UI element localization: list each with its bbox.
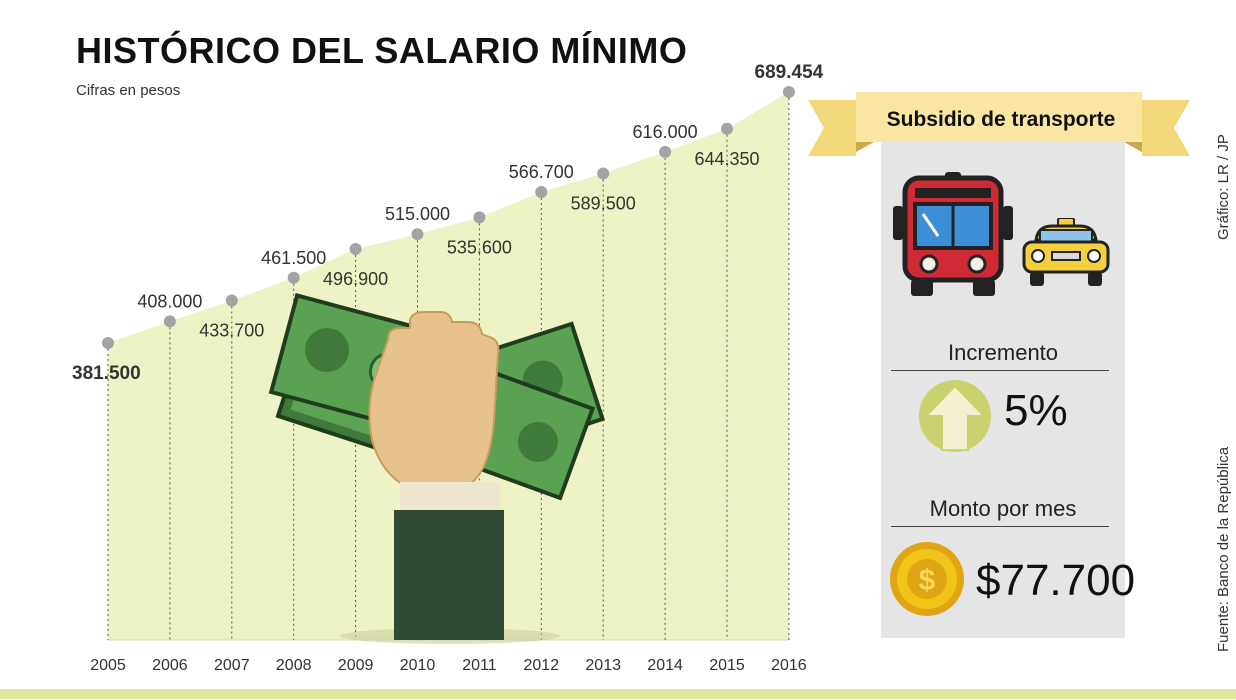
data-point-2007 bbox=[225, 294, 238, 307]
ribbon-label: Subsidio de transporte bbox=[886, 108, 1116, 131]
x-tick-2005: 2005 bbox=[90, 657, 126, 674]
amount-divider bbox=[891, 526, 1109, 527]
x-tick-2015: 2015 bbox=[709, 657, 745, 674]
value-label-2009: 496.900 bbox=[323, 269, 388, 289]
x-tick-2011: 2011 bbox=[462, 657, 497, 674]
increment-label: Incremento bbox=[947, 340, 1059, 365]
data-point-2013 bbox=[597, 167, 610, 180]
value-label-2007: 433.700 bbox=[199, 320, 264, 340]
data-point-2009 bbox=[349, 242, 362, 255]
x-tick-2006: 2006 bbox=[152, 657, 188, 674]
x-tick-2008: 2008 bbox=[276, 657, 312, 674]
svg-text:$: $ bbox=[919, 564, 936, 597]
value-label-2008: 461.500 bbox=[261, 248, 326, 268]
data-point-2012 bbox=[535, 186, 548, 199]
increment-value: 5% bbox=[1004, 386, 1068, 435]
increment-divider bbox=[891, 370, 1109, 371]
x-tick-2016: 2016 bbox=[771, 657, 807, 674]
value-label-2012: 566.700 bbox=[509, 162, 574, 182]
data-point-2005 bbox=[102, 337, 114, 349]
data-point-2014 bbox=[659, 145, 672, 158]
x-tick-2013: 2013 bbox=[585, 657, 621, 674]
ribbon-banner bbox=[808, 92, 1190, 156]
x-tick-2012: 2012 bbox=[524, 657, 560, 674]
x-tick-2009: 2009 bbox=[338, 657, 374, 674]
data-point-2008 bbox=[287, 271, 300, 284]
value-label-2014: 616.000 bbox=[633, 122, 698, 142]
bus-icon bbox=[893, 172, 1013, 296]
vertical-credits: Gráfico: LR / JP Fuente: Banco de la Rep… bbox=[1215, 134, 1232, 652]
x-tick-2010: 2010 bbox=[400, 657, 436, 674]
amount-label: Monto por mes bbox=[929, 496, 1077, 521]
chart-subtitle: Cifras en pesos bbox=[76, 82, 181, 99]
value-label-2013: 589.500 bbox=[571, 193, 636, 213]
x-tick-2014: 2014 bbox=[647, 657, 683, 674]
source-credit: Fuente: Banco de la República bbox=[1215, 446, 1232, 652]
up-arrow-icon bbox=[919, 380, 991, 452]
graphic-credit: Gráfico: LR / JP bbox=[1215, 134, 1232, 240]
value-label-2010: 515.000 bbox=[385, 204, 450, 224]
value-label-2005: 381.500 bbox=[72, 363, 141, 384]
chart-title: HISTÓRICO DEL SALARIO MÍNIMO bbox=[76, 30, 688, 71]
data-point-2006 bbox=[163, 315, 176, 328]
data-point-2016 bbox=[782, 86, 795, 98]
taxi-icon bbox=[1022, 218, 1110, 286]
value-label-2015: 644.350 bbox=[694, 149, 759, 169]
value-label-2016: 689.454 bbox=[755, 62, 824, 83]
x-tick-2007: 2007 bbox=[214, 657, 250, 674]
data-point-2011 bbox=[473, 211, 486, 224]
value-label-2011: 535.600 bbox=[447, 237, 512, 257]
coin-icon: $ bbox=[890, 542, 964, 616]
data-point-2015 bbox=[721, 122, 733, 135]
data-point-2010 bbox=[411, 228, 424, 241]
value-label-2006: 408.000 bbox=[137, 291, 202, 311]
amount-value: $77.700 bbox=[976, 556, 1136, 605]
bottom-accent-bar bbox=[0, 689, 1236, 699]
money-hand-illustration bbox=[268, 292, 606, 644]
